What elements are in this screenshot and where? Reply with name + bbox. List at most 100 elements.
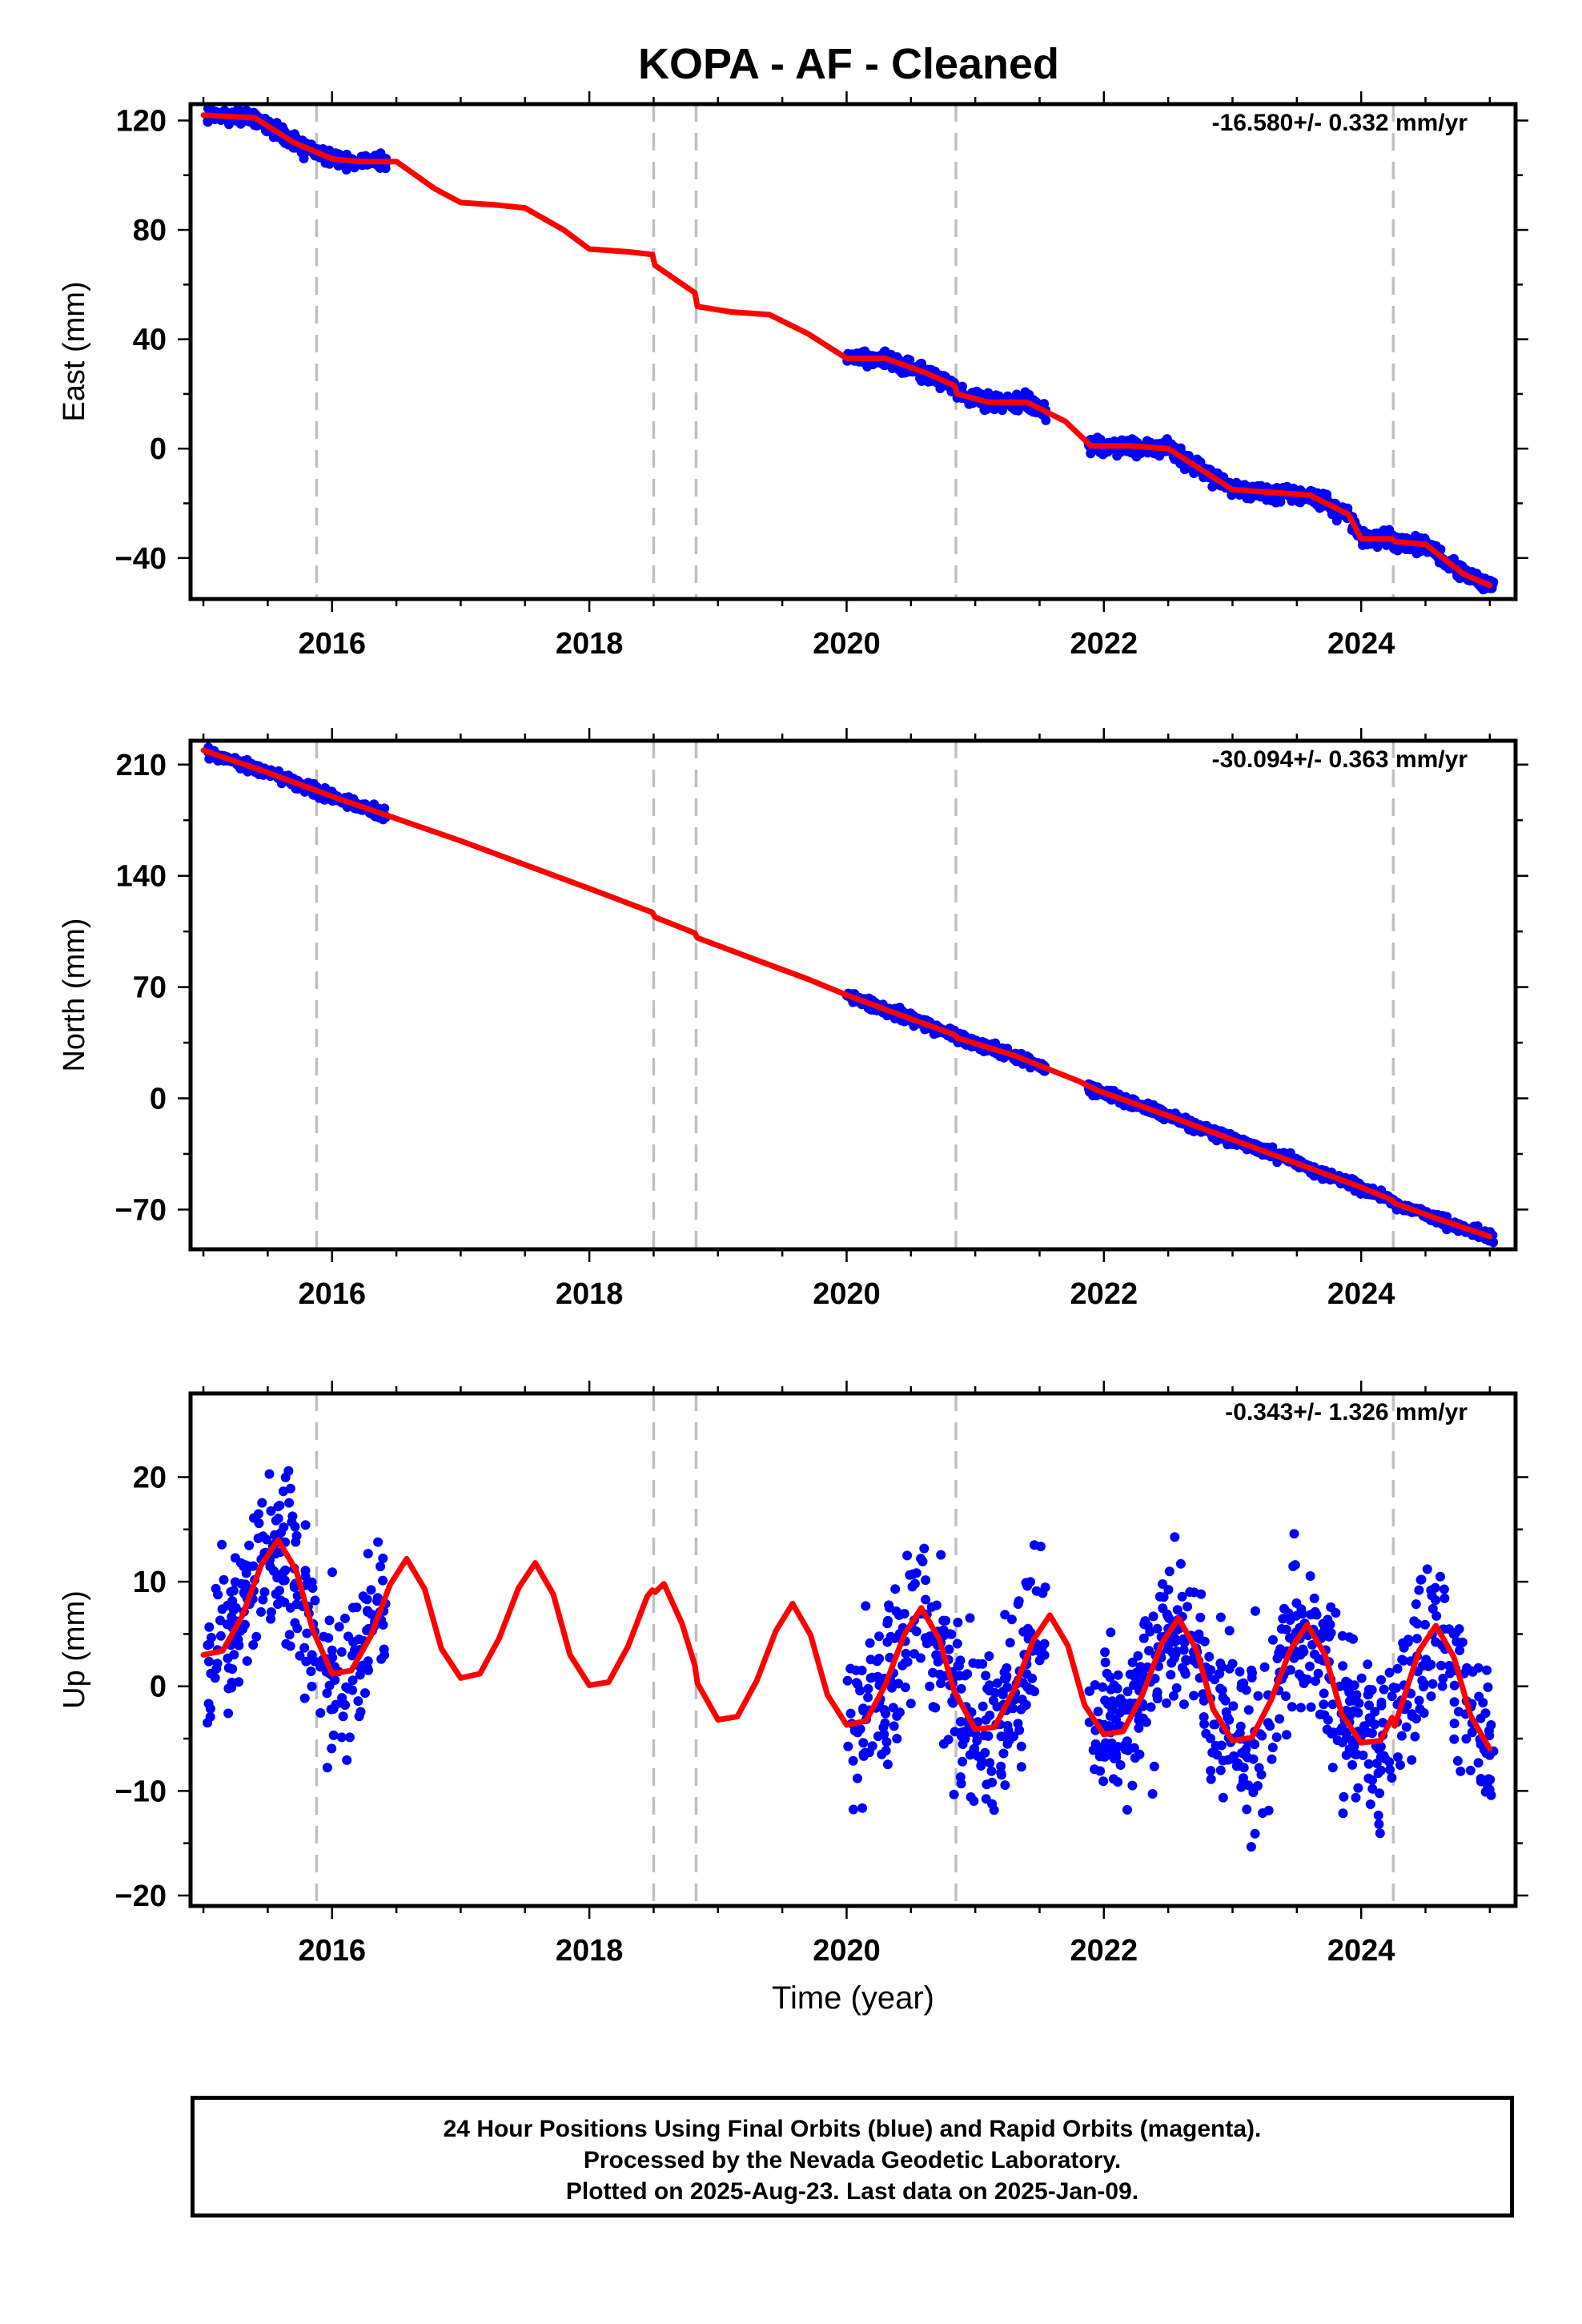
x-tick-label: 2020: [813, 1277, 881, 1311]
data-point: [1426, 1659, 1436, 1670]
data-point: [259, 1587, 270, 1597]
data-point: [955, 1772, 966, 1782]
data-point: [223, 1653, 233, 1663]
data-point: [1348, 1634, 1358, 1644]
data-point: [1452, 1755, 1463, 1766]
data-point: [378, 1575, 388, 1586]
data-point: [284, 1630, 295, 1640]
data-point: [1353, 1783, 1363, 1793]
data-point: [1125, 1698, 1135, 1708]
data-point: [1034, 1655, 1045, 1666]
data-point: [984, 1680, 994, 1691]
rate-label: -30.094+/- 0.363 mm/yr: [1212, 746, 1468, 773]
data-point: [1482, 1665, 1492, 1675]
data-point: [1327, 509, 1337, 520]
data-point: [1171, 1635, 1182, 1646]
rate-label: -16.580+/- 0.332 mm/yr: [1212, 110, 1468, 136]
data-point: [1172, 1605, 1182, 1615]
data-point: [1142, 1621, 1153, 1631]
data-point: [1309, 1593, 1319, 1603]
data-point: [234, 1677, 244, 1687]
data-point: [956, 1727, 966, 1738]
data-point: [892, 1734, 902, 1743]
data-point: [958, 1739, 968, 1749]
data-point: [1452, 1636, 1462, 1647]
data-point: [1365, 1713, 1375, 1723]
y-axis-label: North (mm): [58, 918, 91, 1072]
data-point: [921, 1575, 931, 1586]
data-point: [931, 1600, 942, 1610]
data-point: [1344, 1687, 1355, 1698]
data-point: [1376, 1697, 1387, 1707]
data-point: [1105, 1672, 1115, 1683]
data-point: [1473, 1758, 1484, 1768]
data-point: [347, 1685, 358, 1695]
data-point: [279, 1522, 289, 1533]
data-point: [890, 1584, 901, 1594]
data-point: [1016, 1762, 1026, 1772]
y-tick-label: −40: [115, 542, 167, 576]
data-point: [944, 1644, 954, 1655]
data-point: [1417, 1661, 1427, 1671]
data-point: [1345, 1696, 1355, 1707]
data-point: [203, 1640, 213, 1651]
data-point: [1243, 1705, 1254, 1715]
data-point: [984, 1651, 994, 1661]
data-point: [930, 1703, 941, 1713]
data-point: [1206, 1774, 1216, 1784]
data-point: [1166, 1670, 1176, 1680]
data-point: [285, 1483, 295, 1494]
data-point: [935, 384, 946, 393]
data-point: [1134, 1749, 1145, 1759]
data-point: [217, 1539, 227, 1550]
data-point: [857, 1665, 867, 1675]
data-point: [1305, 1661, 1315, 1671]
data-point: [1306, 1702, 1316, 1712]
data-point: [285, 1641, 295, 1651]
data-point: [1414, 1695, 1424, 1706]
data-point: [1427, 1679, 1438, 1689]
data-point: [1231, 477, 1242, 488]
data-point: [981, 1715, 991, 1725]
data-point: [360, 151, 371, 161]
data-point: [973, 1751, 983, 1761]
data-point: [1337, 1723, 1347, 1733]
data-point: [1221, 1707, 1231, 1717]
data-point: [1345, 1710, 1355, 1720]
data-point: [1283, 1608, 1294, 1618]
data-point: [248, 1561, 259, 1571]
data-point: [1410, 1731, 1420, 1742]
data-point: [1246, 1842, 1256, 1852]
data-point: [1106, 1684, 1116, 1695]
caption-line-3: Plotted on 2025-Aug-23. Last data on 202…: [565, 2178, 1139, 2205]
data-point: [843, 1741, 853, 1751]
data-point: [223, 1708, 234, 1719]
data-point: [1247, 1672, 1257, 1683]
data-point: [230, 1553, 240, 1563]
data-point: [266, 1607, 276, 1617]
data-point: [1162, 1698, 1171, 1708]
data-point: [1295, 1703, 1306, 1713]
data-point: [319, 1631, 329, 1642]
data-point: [1093, 1707, 1103, 1717]
data-point: [1211, 1740, 1221, 1751]
data-point: [1356, 1673, 1367, 1683]
data-point: [1135, 1662, 1146, 1672]
data-point: [307, 1650, 317, 1660]
data-point: [257, 1498, 267, 1508]
data-point: [1138, 1713, 1148, 1723]
data-point: [1314, 1654, 1324, 1664]
data-point: [1375, 1788, 1385, 1799]
data-point: [211, 1663, 222, 1674]
data-point: [1367, 1783, 1378, 1794]
data-point: [1392, 1663, 1403, 1674]
data-point: [1002, 1671, 1012, 1682]
data-point: [1242, 1804, 1252, 1815]
plot-area: [200, 104, 1499, 599]
data-point: [954, 1671, 965, 1681]
data-point: [863, 1683, 873, 1694]
data-point: [1218, 1692, 1228, 1703]
data-point: [881, 1746, 891, 1755]
data-point: [936, 1550, 946, 1560]
data-point: [988, 1695, 998, 1706]
